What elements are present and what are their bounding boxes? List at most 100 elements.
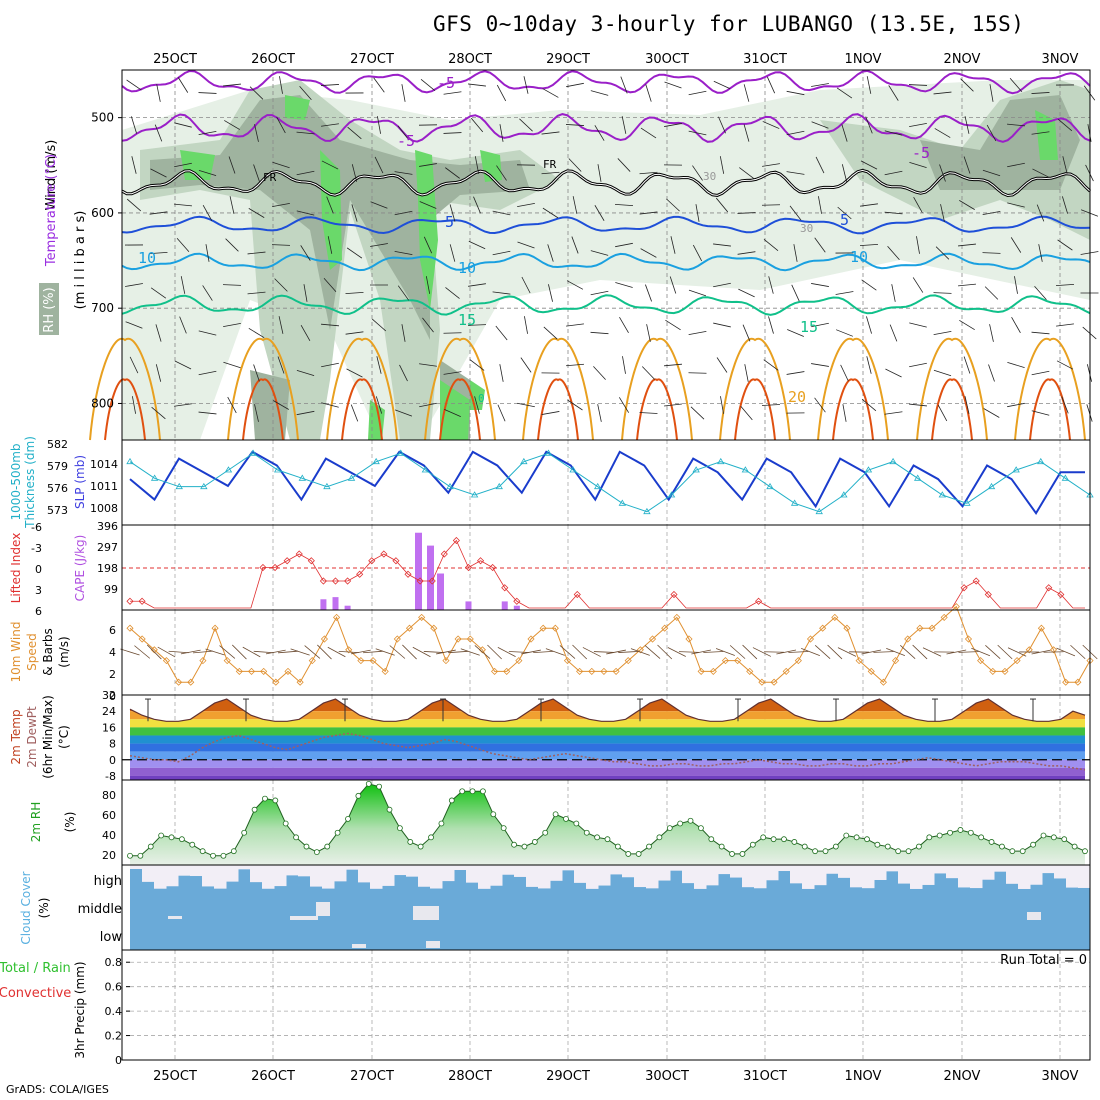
wind-barb-10m-70 bbox=[971, 647, 991, 657]
wind-barb-241 bbox=[155, 324, 162, 342]
wind-barb-286 bbox=[277, 356, 285, 374]
wind-barb-150 bbox=[860, 203, 878, 207]
thickness-point-4 bbox=[224, 466, 233, 473]
cloud-high-gap-0 bbox=[130, 865, 143, 869]
wind-barb-225 bbox=[738, 288, 755, 298]
rh-point-12 bbox=[251, 806, 258, 813]
temp-tick-4: 0 bbox=[109, 754, 116, 767]
wind-barb-300 bbox=[622, 356, 626, 374]
temp-contour-20-2 bbox=[326, 337, 398, 441]
lifted-point-1 bbox=[138, 597, 146, 605]
rh-label-a: 2m RH bbox=[29, 802, 43, 843]
temp-label-c: (6hr Min/Max) bbox=[41, 695, 55, 779]
wind-barb-68 bbox=[811, 121, 829, 129]
rh-point-58 bbox=[729, 851, 735, 857]
wind-barb-10m-27 bbox=[448, 650, 469, 654]
wind-barb-275 bbox=[989, 324, 994, 342]
cloud-gap-3 bbox=[413, 906, 439, 920]
thickness-point-25 bbox=[741, 466, 750, 473]
wind-barb-186 bbox=[763, 239, 779, 251]
wind-barb-10m-47 bbox=[691, 649, 712, 655]
cloud-high-gap-25 bbox=[430, 865, 443, 889]
cloud-high-gap-39 bbox=[598, 865, 611, 886]
wind-barb-10m-55 bbox=[788, 651, 809, 653]
wind-barb-10m-50 bbox=[729, 645, 746, 659]
wind-barb-94 bbox=[474, 156, 480, 174]
rh-point-36 bbox=[500, 825, 507, 832]
precip-label-a: Total / Rain bbox=[0, 961, 71, 976]
rh-point-84 bbox=[999, 843, 1005, 850]
wind-speed-point-70 bbox=[977, 657, 985, 665]
thickness-point-26 bbox=[766, 482, 774, 490]
wind-barb-10m-61 bbox=[861, 649, 882, 655]
wind-barb-274 bbox=[959, 319, 975, 331]
cape-label-a: Lifted Index bbox=[9, 533, 23, 604]
temp-contour-20-7 bbox=[817, 337, 889, 441]
wind-barb-353 bbox=[937, 404, 948, 422]
temp-contour-20-8 bbox=[916, 337, 988, 441]
wind-barb-10m-26 bbox=[436, 649, 456, 655]
cloud-high-gap-36 bbox=[562, 865, 575, 871]
wind-barb-169 bbox=[346, 247, 363, 259]
rh-point-27 bbox=[407, 839, 414, 845]
wind-barb-66 bbox=[762, 121, 780, 129]
cloud-gap-5 bbox=[352, 944, 366, 948]
wind-barb-280 bbox=[129, 356, 139, 374]
wind-barb-158 bbox=[1062, 196, 1068, 214]
wind-barb-10m-4 bbox=[168, 650, 189, 654]
wind-barb-247 bbox=[300, 324, 311, 342]
rh-point-25 bbox=[386, 806, 393, 813]
cloud-high-gap-1 bbox=[142, 865, 155, 882]
bottom-date-3: 28OCT bbox=[448, 1069, 492, 1084]
cloud-high-gap-6 bbox=[202, 865, 215, 887]
wind-barb-10m-2 bbox=[146, 644, 162, 660]
wind-tick-1: 4 bbox=[109, 646, 116, 659]
wind-barb-109 bbox=[841, 164, 848, 182]
wind-barb-331 bbox=[394, 409, 413, 417]
wind-barb-124 bbox=[229, 196, 235, 214]
wind-barb-212 bbox=[425, 276, 431, 294]
lifted-point-69 bbox=[960, 584, 968, 592]
wind-barb-176 bbox=[517, 241, 535, 249]
rh-point-49 bbox=[635, 851, 642, 857]
rh-point-0 bbox=[127, 852, 133, 859]
wind-barb-327 bbox=[296, 410, 315, 416]
cloud-high-gap-32 bbox=[514, 865, 527, 877]
lifted-point-24 bbox=[416, 577, 424, 585]
wind-barb-10m-41 bbox=[618, 651, 639, 653]
rh-point-88 bbox=[1040, 832, 1047, 839]
wind-speed-point-38 bbox=[588, 667, 596, 675]
wind-barb-251 bbox=[401, 324, 406, 342]
thickness-point-22 bbox=[667, 491, 676, 498]
contour-label-15: 30 bbox=[800, 222, 813, 235]
wind-speed-point-54 bbox=[782, 667, 790, 675]
wind-barb-10m-11 bbox=[253, 650, 274, 654]
rh-point-47 bbox=[614, 843, 621, 850]
wind-barb-20 bbox=[620, 76, 628, 94]
wind-barb-255 bbox=[495, 325, 508, 341]
wind-barb-108 bbox=[815, 156, 825, 174]
wind-barb-249 bbox=[345, 331, 364, 335]
contour-label-8: 15 bbox=[458, 311, 476, 329]
wind-barb-271 bbox=[889, 324, 898, 342]
wind-barb-340 bbox=[618, 397, 630, 413]
wind-barb-180 bbox=[615, 242, 633, 248]
rh-point-59 bbox=[739, 851, 746, 857]
temp-contour-25-3 bbox=[439, 378, 481, 441]
temp-contour-25-1 bbox=[242, 378, 284, 441]
rh-point-57 bbox=[718, 843, 725, 850]
cloud-high-gap-49 bbox=[718, 865, 731, 875]
temp-contour-25-7 bbox=[832, 378, 874, 441]
wind-barb-21 bbox=[645, 84, 652, 102]
rh-point-45 bbox=[594, 834, 601, 841]
wind-barb-293 bbox=[443, 371, 462, 375]
wind-barb-10m-57 bbox=[814, 645, 831, 659]
cloud-high-gap-4 bbox=[178, 865, 191, 876]
top-date-2: 27OCT bbox=[350, 52, 394, 67]
cloud-high-gap-67 bbox=[934, 865, 947, 874]
lifted-point-18 bbox=[344, 577, 352, 585]
wind-barb-281 bbox=[155, 364, 162, 382]
wind-barb-10m-66 bbox=[922, 647, 942, 657]
thickness-point-11 bbox=[397, 449, 405, 456]
